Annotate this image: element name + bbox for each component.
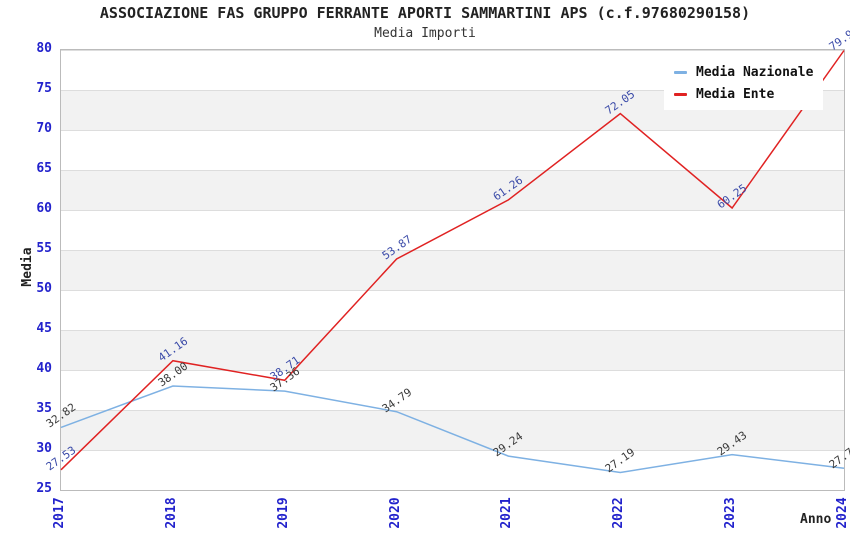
y-tick-55: 55 — [36, 241, 52, 256]
x-tick-2019: 2019 — [275, 497, 291, 529]
x-axis-title: Anno — [800, 512, 832, 527]
plot-area: 32.82 38.00 37.36 34.79 29.24 27.19 29.43 27.71… — [44, 24, 850, 491]
legend-label-media-nazionale: Media Nazionale — [696, 64, 814, 80]
y-tick-80: 80 — [36, 41, 52, 56]
x-tick-2018: 2018 — [163, 497, 179, 529]
y-tick-70: 70 — [36, 121, 52, 136]
y-tick-30: 30 — [36, 441, 52, 456]
legend-swatch-media-nazionale — [674, 70, 687, 74]
x-tick-2023: 2023 — [723, 497, 739, 529]
x-tick-2024: 2024 — [835, 497, 850, 529]
series-line-media-nazionale — [60, 385, 845, 474]
x-tick-2020: 2020 — [387, 497, 403, 529]
y-tick-75: 75 — [36, 81, 52, 96]
y-tick-25: 25 — [36, 481, 52, 496]
y-tick-40: 40 — [36, 361, 52, 376]
x-tick-2021: 2021 — [499, 497, 515, 529]
legend: Media Nazionale Media Ente — [664, 57, 824, 110]
x-tick-2022: 2022 — [611, 497, 627, 529]
y-tick-60: 60 — [36, 201, 52, 216]
line-series-svg — [60, 50, 845, 474]
legend-label-media-ente: Media Ente — [696, 86, 775, 102]
y-tick-50: 50 — [36, 281, 52, 296]
series-line-media-ente — [60, 50, 845, 471]
y-tick-65: 65 — [36, 161, 52, 176]
chart-title: ASSOCIAZIONE FAS GRUPPO FERRANTE APORTI … — [99, 4, 751, 22]
legend-swatch-media-ente — [674, 92, 687, 96]
chart-subtitle: Media Importi — [374, 26, 476, 41]
legend-item-media-ente: Media Ente — [674, 83, 813, 105]
y-tick-35: 35 — [36, 401, 52, 416]
x-tick-2017: 2017 — [52, 497, 67, 529]
legend-item-media-nazionale: Media Nazionale — [674, 61, 813, 83]
y-tick-45: 45 — [36, 321, 52, 336]
